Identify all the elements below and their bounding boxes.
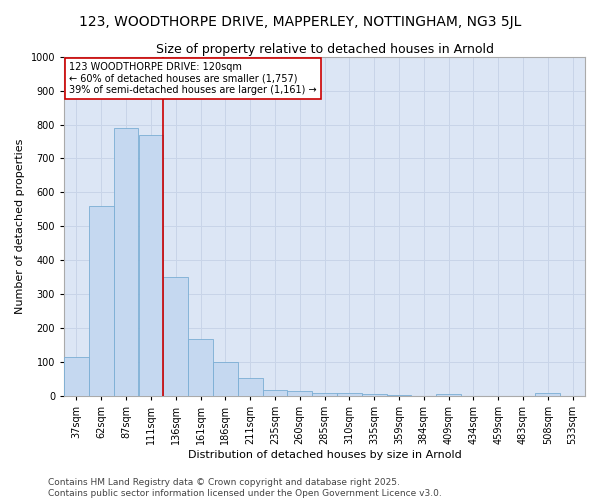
Bar	[238, 378, 263, 396]
Bar	[362, 394, 386, 396]
X-axis label: Distribution of detached houses by size in Arnold: Distribution of detached houses by size …	[188, 450, 461, 460]
Y-axis label: Number of detached properties: Number of detached properties	[15, 138, 25, 314]
Bar	[312, 392, 337, 396]
Bar	[386, 395, 412, 396]
Bar	[535, 394, 560, 396]
Bar	[89, 206, 113, 396]
Bar	[139, 134, 163, 396]
Bar	[436, 394, 461, 396]
Text: 123 WOODTHORPE DRIVE: 120sqm
← 60% of detached houses are smaller (1,757)
39% of: 123 WOODTHORPE DRIVE: 120sqm ← 60% of de…	[69, 62, 317, 95]
Bar	[287, 392, 312, 396]
Bar	[263, 390, 287, 396]
Bar	[64, 357, 89, 396]
Text: 123, WOODTHORPE DRIVE, MAPPERLEY, NOTTINGHAM, NG3 5JL: 123, WOODTHORPE DRIVE, MAPPERLEY, NOTTIN…	[79, 15, 521, 29]
Text: Contains HM Land Registry data © Crown copyright and database right 2025.
Contai: Contains HM Land Registry data © Crown c…	[48, 478, 442, 498]
Bar	[337, 392, 362, 396]
Bar	[113, 128, 139, 396]
Title: Size of property relative to detached houses in Arnold: Size of property relative to detached ho…	[155, 42, 494, 56]
Bar	[213, 362, 238, 396]
Bar	[163, 278, 188, 396]
Bar	[188, 339, 213, 396]
